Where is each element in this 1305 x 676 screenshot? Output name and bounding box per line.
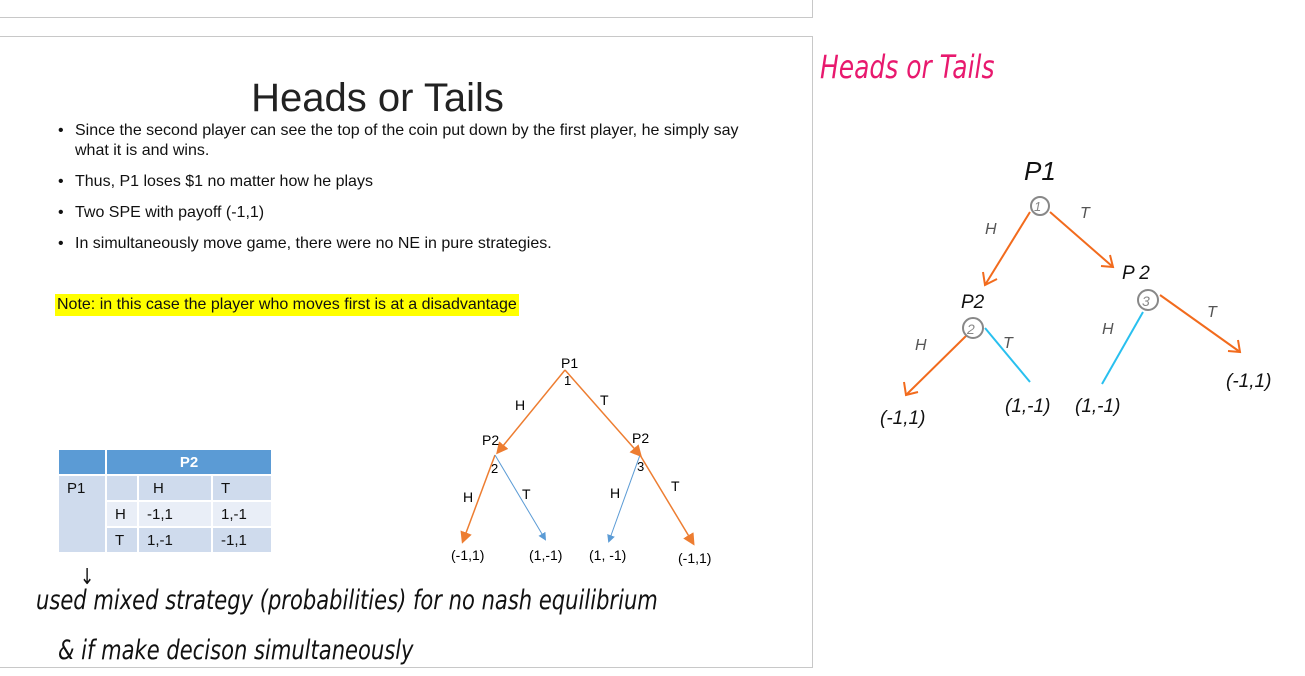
node-label: P2: [482, 432, 499, 448]
table-cell: 1,-1: [137, 526, 213, 554]
handwritten-arrow: ↓: [80, 565, 95, 590]
node-num: 3: [637, 459, 644, 474]
node-label: P2: [632, 430, 649, 446]
edge-label: H: [610, 485, 620, 501]
col-header: T: [211, 474, 273, 502]
previous-content-box: [0, 0, 813, 18]
blank-cell: [105, 474, 139, 502]
edge-label: H: [985, 221, 997, 238]
header-blank: [57, 448, 107, 476]
bullet-item: Thus, P1 loses $1 no matter how he plays: [58, 172, 758, 192]
handwritten-title: Heads or Tails: [820, 48, 995, 86]
node-circle: [1030, 196, 1050, 216]
row-header: T: [105, 526, 139, 554]
handwritten-note-line2: & if make decison simultaneously: [58, 635, 414, 666]
node-circle: [1137, 289, 1159, 311]
node-label: P2: [961, 292, 985, 313]
edge-label: T: [600, 392, 609, 408]
payoff: (-1,1): [880, 408, 925, 429]
node-num: 2: [491, 461, 498, 476]
col-header: H: [137, 474, 213, 502]
col-player: P2: [105, 448, 273, 476]
root-num: 1: [564, 373, 571, 388]
edge-h: [607, 454, 641, 543]
slide-game-tree: P1 1 H T P2 2 P2 3 H T H T (-1,1) (1,-1)…: [451, 355, 711, 566]
slide-title: Heads or Tails: [251, 76, 504, 120]
root-label: P1: [1024, 156, 1056, 186]
edge-label: H: [515, 397, 525, 413]
edge-label: H: [915, 337, 927, 354]
payoff-table: P2 P1 H T H -1,1 1,-1 T 1,-1 -1,1: [57, 448, 273, 554]
row-player: P1: [57, 474, 107, 554]
edge-label: H: [1102, 321, 1114, 338]
payoff: (-1,1): [451, 547, 484, 563]
edge-h: [460, 454, 496, 544]
bullet-item: Since the second player can see the top …: [58, 121, 758, 161]
payoff: (1,-1): [1075, 396, 1120, 417]
node-label: P 2: [1122, 263, 1150, 284]
node-circle: [962, 317, 984, 339]
payoff: (1,-1): [1005, 396, 1050, 417]
edge-label: T: [1080, 205, 1091, 222]
edge-label: T: [1003, 335, 1014, 352]
row-header: H: [105, 500, 139, 528]
bullet-item: Two SPE with payoff (-1,1): [58, 203, 758, 223]
bullet-list: Since the second player can see the top …: [58, 121, 758, 265]
edge-t: [564, 369, 642, 458]
edge-label: T: [522, 486, 531, 502]
bullet-item: In simultaneously move game, there were …: [58, 234, 758, 254]
edge-t: [494, 454, 547, 541]
handwritten-game-tree: 1 2 3 P1 H T P2 P 2 H T H T (-1,1) (1,-1…: [880, 156, 1271, 429]
payoff: (-1,1): [678, 550, 711, 566]
edge-t: [639, 454, 695, 546]
payoff: (1,-1): [529, 547, 562, 563]
edge-h: [496, 369, 566, 455]
payoff: (1, -1): [589, 547, 626, 563]
table-cell: -1,1: [137, 500, 213, 528]
highlighted-note: Note: in this case the player who moves …: [55, 294, 519, 316]
node-num: 3: [1142, 293, 1150, 309]
edge-label: T: [1207, 304, 1218, 321]
root-num: 1: [1034, 199, 1041, 214]
payoff: (-1,1): [1226, 371, 1271, 392]
root-label: P1: [561, 355, 578, 371]
handwritten-note-line1: used mixed strategy (probabilities) for …: [36, 585, 658, 616]
table-cell: 1,-1: [211, 500, 273, 528]
node-num: 2: [966, 321, 975, 337]
edge-label: T: [671, 478, 680, 494]
edge-label: H: [463, 489, 473, 505]
slide-image: [0, 36, 813, 668]
table-cell: -1,1: [211, 526, 273, 554]
